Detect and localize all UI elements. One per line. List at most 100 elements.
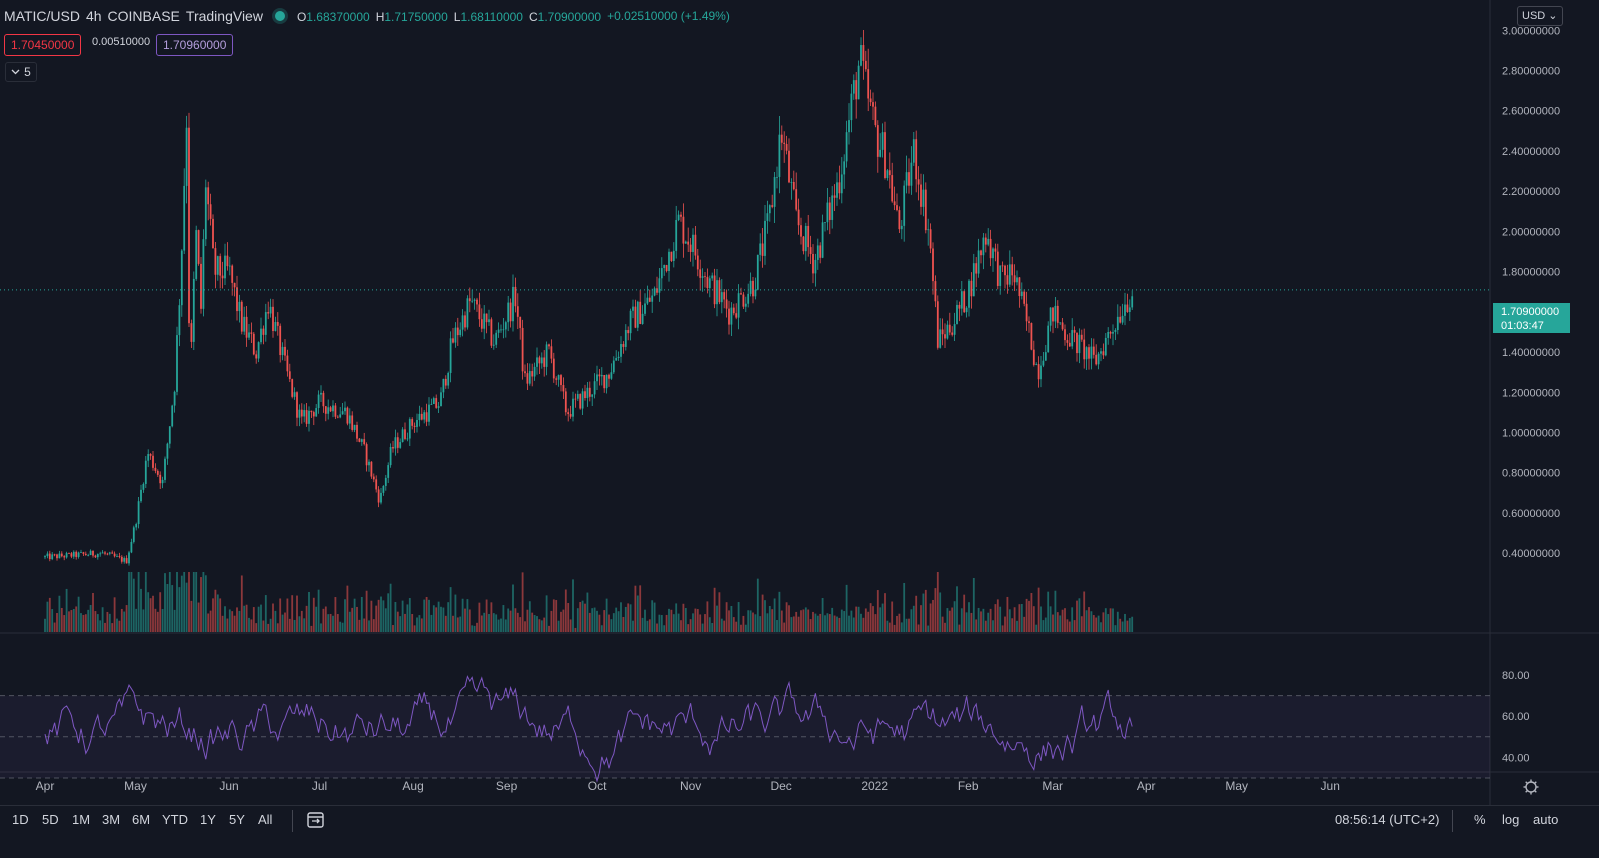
buy-button[interactable]: 1.70960000 [156,34,234,56]
candle-body [718,280,721,303]
candle-body [543,357,546,367]
volume-bar [970,612,973,632]
volume-bar [1047,591,1050,632]
candle-body [65,553,68,558]
volume-bar [1095,617,1098,632]
currency-select[interactable]: USD ⌄ [1517,6,1563,26]
volume-bar [605,598,608,632]
volume-bar [560,611,562,632]
volume-bar [238,610,241,632]
candle-body [687,241,690,245]
candle-body [84,553,87,556]
candle-body [185,127,188,186]
candle-body [876,125,879,157]
candle-body [437,406,440,408]
volume-bar [1124,613,1126,632]
volume-bar [156,611,159,632]
timeframe-button-all[interactable]: All [258,812,273,827]
candle-body [903,185,906,226]
volume-bar [269,618,272,632]
candle-body [994,248,997,252]
volume-bar [934,588,937,632]
candle-body [327,407,330,414]
last-price-value: 1.70900000 [1501,306,1560,318]
volume-bar [180,575,183,632]
candle-body [1056,305,1059,323]
candle-body [1100,351,1102,354]
candle-body [732,307,735,314]
volume-bar [632,620,634,632]
candle-body [320,392,322,395]
candle-body [164,458,166,480]
volume-bar [447,602,450,632]
candle-body [382,485,385,493]
indicators-toggle-button[interactable]: 5 [5,62,37,82]
timeframe-button-1m[interactable]: 1M [72,812,91,827]
volume-bar [120,608,123,632]
symbol-label[interactable]: MATIC/USD [4,8,80,24]
candlestick-series [44,30,1134,566]
volume-bar [1064,608,1066,632]
volume-bar [557,620,560,632]
timeframe-button-6m[interactable]: 6M [132,812,151,827]
volume-bar [144,572,147,632]
volume-bar [123,611,126,632]
log-scale-button[interactable]: log [1502,812,1520,827]
sell-button[interactable]: 1.70450000 [4,34,82,56]
volume-bar [492,613,495,632]
volume-bar [48,597,51,632]
candle-body [413,425,416,427]
timeframe-button-5d[interactable]: 5D [42,812,59,827]
price-tick-label: 2.60000000 [1502,106,1560,118]
candle-body [951,332,954,335]
candle-body [615,358,618,361]
timeframe-button-1y[interactable]: 1Y [200,812,216,827]
interval-label[interactable]: 4h [85,8,102,24]
candle-body [730,307,733,325]
candle-body [89,550,92,555]
volume-bar [720,618,723,632]
timeframe-button-3m[interactable]: 3M [102,812,121,827]
volume-bar [116,618,118,632]
candle-body [982,237,985,256]
candle-body [171,405,174,427]
candle-body [255,354,258,359]
candle-body [605,374,608,389]
volume-bar [401,600,404,632]
candle-body [197,230,200,264]
volume-bar [814,613,817,632]
percent-scale-button[interactable]: % [1474,812,1486,827]
volume-bar [375,605,378,632]
candle-body [1092,346,1095,355]
volume-bar [1107,614,1110,632]
candle-body [322,392,325,407]
volume-bar [1128,618,1131,632]
volume-bar [502,605,505,632]
timeframe-button-ytd[interactable]: YTD [162,812,188,827]
timeframe-button-5y[interactable]: 5Y [229,812,245,827]
timeframe-button-1d[interactable]: 1D [12,812,29,827]
candle-body [504,322,507,330]
candle-body [404,429,406,439]
volume-bar [711,623,714,632]
volume-bar [75,606,78,632]
clock-timezone[interactable]: 08:56:14 (UTC+2) [1335,812,1440,827]
candle-body [221,275,224,279]
volume-bar [792,616,795,632]
date-range-icon[interactable] [306,810,326,830]
candle-body [456,327,459,336]
candle-body [1016,277,1018,283]
candle-body [447,372,450,386]
time-tick-label: Jun [219,779,238,793]
candle-body [1109,331,1112,334]
candle-body [99,553,102,555]
volume-bar [624,606,627,632]
candle-body [1078,334,1081,354]
volume-bar [531,612,534,632]
gear-icon[interactable] [1523,779,1539,795]
auto-scale-button[interactable]: auto [1533,812,1559,827]
candle-body [512,286,514,322]
volume-bar [603,610,606,632]
volume-bar [339,621,342,632]
